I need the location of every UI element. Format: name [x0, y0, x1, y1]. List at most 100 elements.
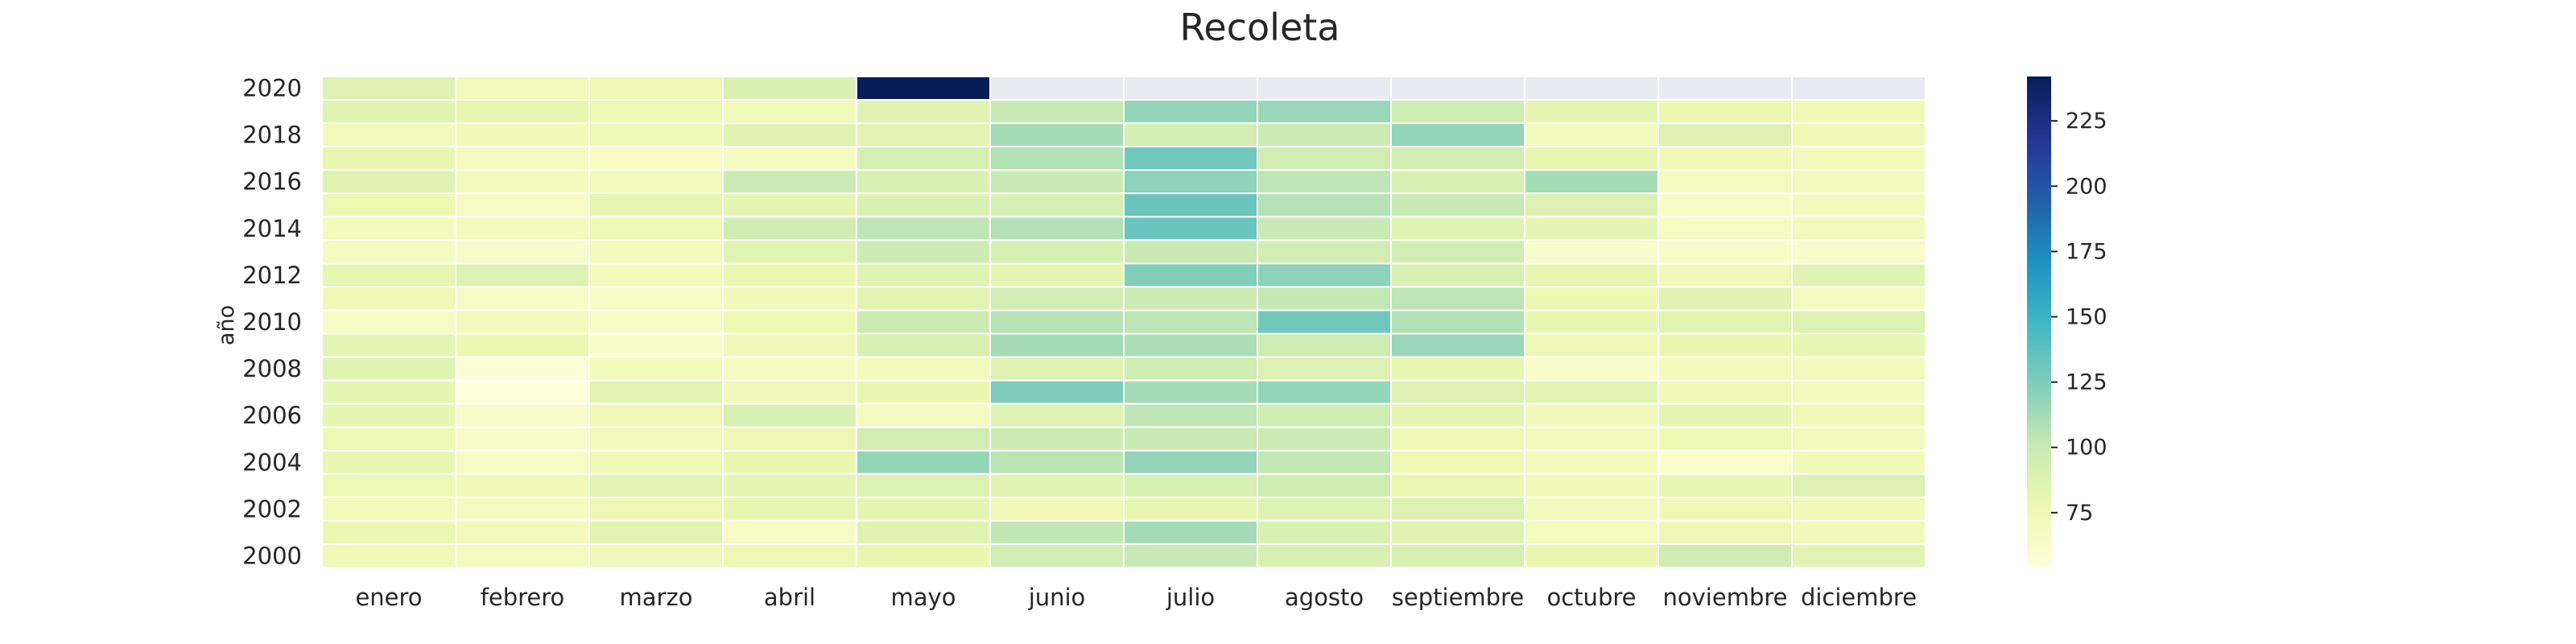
y-tick-label: 2002: [242, 495, 302, 522]
heatmap-cell: [1257, 402, 1392, 428]
heatmap-cell: [989, 216, 1125, 242]
heatmap-cell: [722, 309, 857, 335]
heatmap-cell: [455, 543, 590, 569]
heatmap-cell: [455, 76, 590, 101]
heatmap-cell: [588, 216, 724, 242]
heatmap-cell: [321, 262, 456, 288]
heatmap-cell: [1390, 216, 1525, 242]
colorbar-tick-label: 125: [2066, 370, 2107, 395]
heatmap-cell: [1524, 239, 1659, 265]
heatmap-cell: [588, 262, 724, 288]
heatmap-cell: [455, 192, 590, 218]
heatmap-cell: [856, 169, 991, 195]
heatmap-cell: [1791, 286, 1926, 312]
heatmap-cell: [1657, 496, 1793, 522]
heatmap-cell: [1791, 216, 1926, 242]
heatmap-cell: [1390, 192, 1525, 218]
y-tick-label: 2018: [242, 122, 302, 149]
heatmap-cell: [1123, 309, 1258, 335]
heatmap-cell: [1257, 192, 1392, 218]
heatmap-cell: [455, 449, 590, 475]
heatmap-cell: [1791, 239, 1926, 265]
heatmap-cell: [1524, 332, 1659, 358]
heatmap-cell: [1390, 309, 1525, 335]
heatmap-cell: [1257, 379, 1392, 405]
heatmap-cell: [1524, 473, 1659, 498]
heatmap-cell: [321, 76, 456, 101]
heatmap-cell: [1123, 543, 1258, 569]
heatmap-cell: [722, 99, 857, 125]
heatmap-cell: [1657, 356, 1793, 382]
y-tick-label: 2010: [242, 308, 302, 336]
heatmap-cell: [1524, 146, 1659, 171]
heatmap-cell: [1657, 169, 1793, 195]
heatmap-cell: [588, 192, 724, 218]
heatmap-cell: [1390, 239, 1525, 265]
colorbar-tick-label: 200: [2066, 174, 2107, 199]
heatmap-cell: [1791, 309, 1926, 335]
heatmap-cell: [989, 519, 1125, 545]
heatmap-cell: [856, 473, 991, 498]
heatmap-cell: [1390, 496, 1525, 522]
heatmap-cell: [1791, 146, 1926, 171]
heatmap-cell: [1524, 402, 1659, 428]
heatmap-cell: [588, 543, 724, 569]
heatmap-cell: [1791, 169, 1926, 195]
heatmap-cell: [856, 496, 991, 522]
heatmap-cell: [321, 402, 456, 428]
heatmap-cell: [1791, 192, 1926, 218]
heatmap-cell: [588, 426, 724, 452]
heatmap-cell: [1390, 146, 1525, 171]
heatmap-cell: [1257, 356, 1392, 382]
heatmap-cell: [321, 519, 456, 545]
heatmap-cell: [722, 426, 857, 452]
heatmap-cell: [989, 379, 1125, 405]
heatmap-cell: [1390, 356, 1525, 382]
heatmap-cell: [1123, 426, 1258, 452]
chart-title: Recoleta: [1180, 6, 1340, 49]
heatmap-cell: [856, 239, 991, 265]
heatmap-cell: [455, 99, 590, 125]
heatmap-cell: [1123, 262, 1258, 288]
heatmap-cell: [1390, 519, 1525, 545]
x-tick-label: junio: [1028, 584, 1086, 611]
heatmap-cell: [1791, 496, 1926, 522]
heatmap-cell: [1791, 426, 1926, 452]
heatmap-cell: [1524, 309, 1659, 335]
heatmap-cell: [321, 379, 456, 405]
heatmap-cell: [1390, 426, 1525, 452]
heatmap-cell: [455, 216, 590, 242]
heatmap-cells: [321, 76, 1926, 569]
colorbar: 75 100 125 150 175 200 225: [2027, 76, 2107, 568]
heatmap-cell: [1390, 332, 1525, 358]
heatmap-cell: [321, 122, 456, 148]
heatmap-cell: [455, 356, 590, 382]
heatmap-cell: [1657, 332, 1793, 358]
heatmap-cell: [1257, 122, 1392, 148]
heatmap-cell: [1524, 426, 1659, 452]
heatmap-cell: [321, 216, 456, 242]
heatmap-cell: [1524, 262, 1659, 288]
y-tick-label: 2000: [242, 542, 302, 569]
x-tick-label: mayo: [891, 584, 956, 611]
heatmap-cell: [722, 76, 857, 101]
heatmap-cell: [588, 356, 724, 382]
heatmap-cell: [1390, 262, 1525, 288]
heatmap-cell: [588, 496, 724, 522]
heatmap-cell: [455, 309, 590, 335]
heatmap-cell: [588, 146, 724, 171]
heatmap-cell: [1390, 99, 1525, 125]
heatmap-cell: [455, 146, 590, 171]
heatmap-cell: [1657, 402, 1793, 428]
heatmap-cell: [455, 239, 590, 265]
heatmap-cell: [588, 76, 724, 101]
heatmap-cell: [1524, 99, 1659, 125]
heatmap-cell: [1657, 146, 1793, 171]
heatmap-cell: [1123, 402, 1258, 428]
colorbar-tick-label: 100: [2066, 436, 2107, 460]
x-tick-label: diciembre: [1801, 584, 1917, 611]
heatmap-cell: [856, 122, 991, 148]
heatmap-cell: [1257, 449, 1392, 475]
heatmap-cell: [722, 122, 857, 148]
heatmap-cell: [1123, 99, 1258, 125]
